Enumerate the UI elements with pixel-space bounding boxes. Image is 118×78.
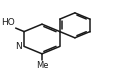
Text: Me: Me: [36, 61, 48, 70]
Text: HO: HO: [1, 18, 15, 27]
Text: N: N: [15, 42, 21, 51]
